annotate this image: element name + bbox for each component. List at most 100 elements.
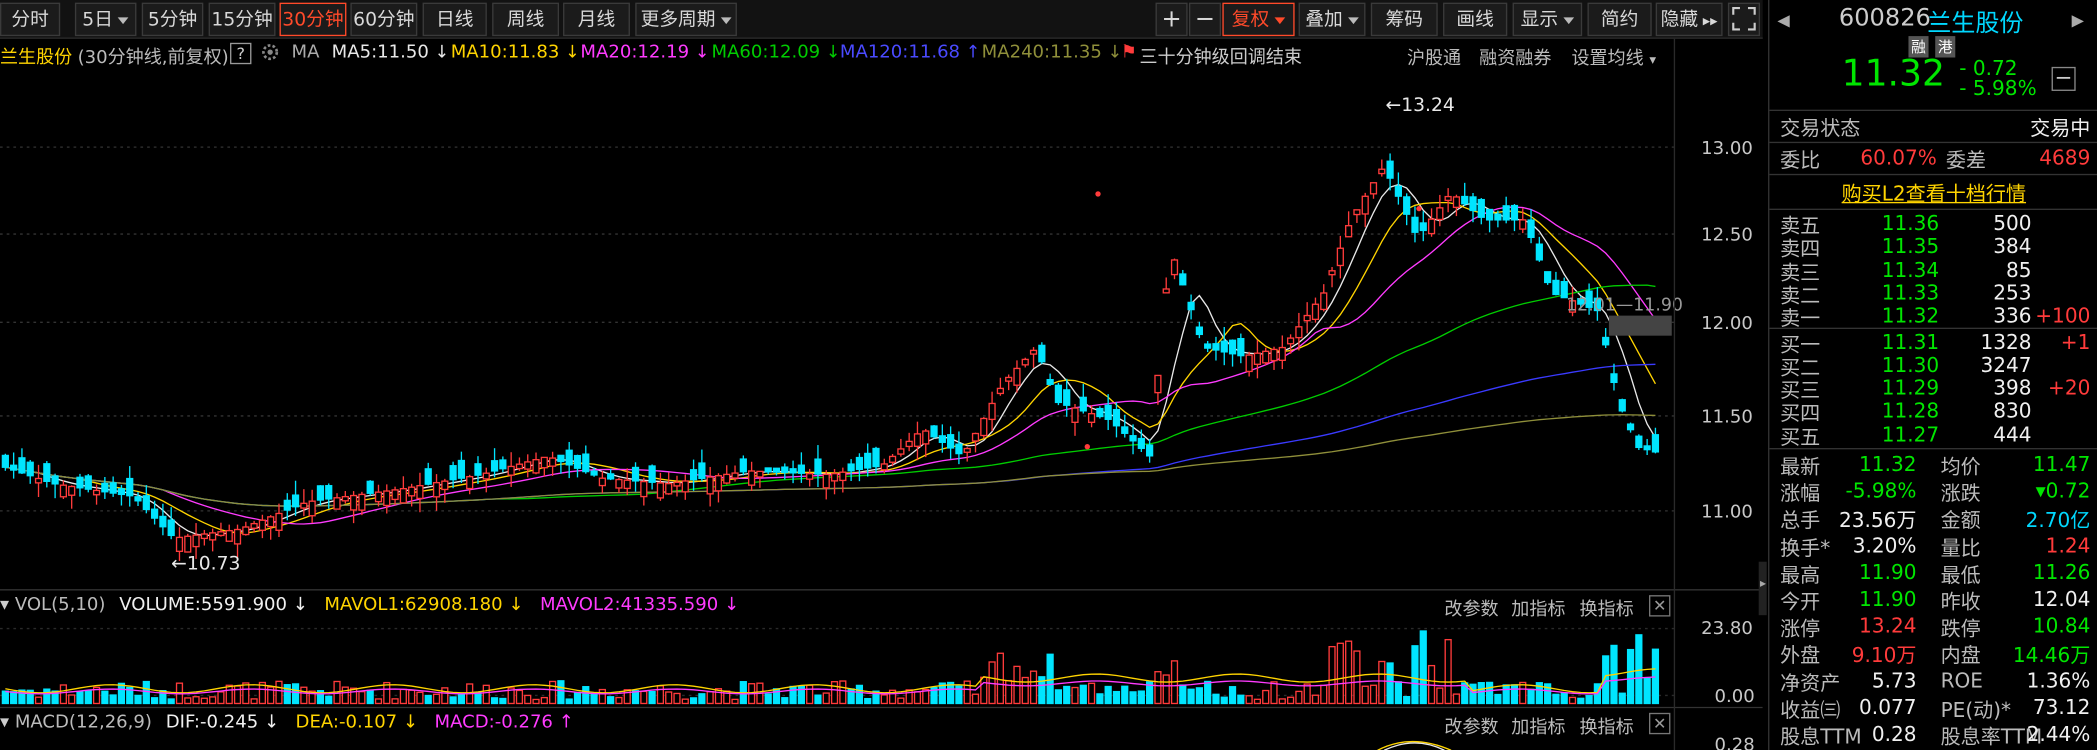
level-volume: 444: [1993, 422, 2032, 447]
macd-switch-indicator-link[interactable]: 换指标: [1579, 716, 1634, 739]
vol-switch-indicator-link[interactable]: 换指标: [1579, 599, 1634, 621]
period-more-button[interactable]: 更多周期: [635, 2, 737, 37]
prev-stock-icon[interactable]: ◀: [1777, 10, 1790, 30]
collapse-arrow-icon[interactable]: ▸: [1760, 577, 1767, 592]
dea-value: DEA:-0.107: [295, 711, 398, 733]
stat-label: 昨收: [1940, 589, 1981, 614]
volume-value: VOLUME:5591.900: [119, 593, 288, 616]
stat-value: 1.36%: [2026, 668, 2091, 693]
level-price: 11.28: [1881, 399, 1940, 424]
display-dropdown[interactable]: 显示: [1512, 2, 1583, 37]
stat-row-10: 收益㈢ 0.077 PE(动)* 73.12: [1769, 695, 2097, 722]
vol-add-indicator-link[interactable]: 加指标: [1511, 599, 1566, 621]
level-price: 11.31: [1881, 329, 1940, 354]
margin-trading-link[interactable]: 融资融券: [1479, 48, 1552, 70]
draw-line-button[interactable]: 画线: [1443, 2, 1508, 37]
ask-row-1[interactable]: 卖五 11.36 500: [1769, 211, 2097, 238]
period-5day-button[interactable]: 5日: [74, 2, 137, 37]
vol-label: VOL(5,10): [14, 593, 106, 616]
pct-change: - 5.98%: [1959, 76, 2037, 101]
stat-value: 1.24: [2045, 533, 2091, 558]
stock-name-label: 兰生股份: [0, 46, 73, 69]
hk-connect-link[interactable]: 沪股通: [1406, 48, 1462, 70]
stat-label: 涨幅: [1780, 481, 1821, 506]
simple-mode-button[interactable]: 简约: [1587, 2, 1652, 37]
level-price: 11.30: [1881, 352, 1940, 377]
period-15min-button[interactable]: 15分钟: [208, 2, 276, 37]
l2-upgrade-link[interactable]: 购买L2查看十档行情: [1841, 181, 2027, 206]
stat-label: 股息TTM: [1780, 724, 1862, 749]
kline-chart[interactable]: 13.00 12.50 12.00 11.50 11.00 ←13.24 ←10…: [0, 0, 1763, 750]
level-change: +20: [2048, 375, 2091, 401]
stat-value: 9.10万: [1851, 643, 1917, 668]
level-volume: 1328: [1980, 329, 2032, 354]
vol-axis-bottom: 0.00: [1715, 686, 1755, 707]
bid-row-4[interactable]: 买四 11.28 830: [1769, 399, 2097, 426]
high-marker: ←13.24: [1386, 95, 1455, 116]
macd-dea-curve: [1377, 741, 1452, 750]
stat-value: 11.90: [1859, 587, 1917, 612]
zoom-in-button[interactable]: +: [1155, 2, 1188, 37]
period-30min-button[interactable]: 30分钟: [279, 2, 347, 37]
fullscreen-icon[interactable]: [1727, 2, 1761, 37]
stat-label: 涨跌: [1940, 481, 1981, 506]
period-month-button[interactable]: 月线: [563, 2, 630, 37]
ask-row-4[interactable]: 卖二 11.33 253: [1769, 281, 2097, 308]
stock-name[interactable]: 兰生股份: [1927, 9, 2024, 38]
macd-collapse-icon[interactable]: ▾: [0, 711, 15, 733]
ask-row-2[interactable]: 卖四 11.35 384: [1769, 234, 2097, 261]
period-fenshi-button[interactable]: 分时: [0, 2, 61, 37]
stat-label: 金额: [1940, 508, 1981, 533]
period-60min-button[interactable]: 60分钟: [350, 2, 418, 37]
help-icon[interactable]: ?: [230, 42, 252, 65]
ma60-value: MA60:12.09 ↓: [711, 41, 841, 63]
vol-change-param-link[interactable]: 改参数: [1444, 599, 1499, 621]
period-day-button[interactable]: 日线: [422, 2, 487, 37]
price-range-text: 12.01—11.90: [1566, 295, 1683, 315]
level-volume: 253: [1993, 280, 2032, 305]
vol-axis-top: 23.80: [1701, 618, 1753, 639]
level-label: 卖二: [1780, 283, 1821, 308]
stat-value: 10.84: [2032, 614, 2091, 639]
set-ma-dropdown[interactable]: 设置均线 ▾: [1571, 43, 1657, 69]
bid-row-3[interactable]: 买三 11.29 398 +20: [1769, 376, 2097, 403]
vol-collapse-icon[interactable]: ▾: [0, 593, 15, 616]
bid-row-2[interactable]: 买二 11.30 3247: [1769, 353, 2097, 380]
ma-legend: 兰生股份 (30分钟线,前复权) ? MA MA5:11.50 ↓ MA10:1…: [0, 41, 1672, 68]
period-week-button[interactable]: 周线: [492, 2, 560, 37]
stat-label: 净资产: [1780, 670, 1841, 695]
panel-collapse-handle[interactable]: [1758, 561, 1767, 616]
bid-row-1[interactable]: 买一 11.31 1328 +1: [1769, 330, 2097, 357]
hide-panel-button[interactable]: 隐藏 ▸▸: [1655, 2, 1723, 37]
macd-change-param-link[interactable]: 改参数: [1444, 716, 1499, 739]
macd-close-icon[interactable]: ✕: [1649, 712, 1671, 735]
level-volume: 85: [2005, 257, 2032, 282]
level-volume: 830: [1993, 399, 2032, 424]
stat-label: 最高: [1780, 562, 1821, 587]
price-tick-1300: 13.00: [1701, 138, 1753, 159]
next-stock-icon[interactable]: ▶: [2071, 10, 2084, 30]
fuquan-dropdown[interactable]: 复权: [1222, 2, 1295, 37]
level-label: 卖三: [1780, 260, 1821, 285]
ask-row-3[interactable]: 卖三 11.34 85: [1769, 258, 2097, 285]
remove-watchlist-icon[interactable]: −: [2051, 66, 2076, 91]
hide-label: 隐藏: [1660, 9, 1699, 31]
vol-close-icon[interactable]: ✕: [1649, 595, 1671, 617]
caret-down-icon: ▾: [1649, 53, 1657, 69]
stat-label: 最低: [1940, 562, 1981, 587]
double-chevron-right-icon: ▸▸: [1698, 12, 1718, 30]
settings-gear-icon[interactable]: [259, 41, 280, 68]
level-price: 11.36: [1881, 211, 1940, 236]
bid-row-5[interactable]: 买五 11.27 444: [1769, 422, 2097, 449]
ask-row-5[interactable]: 卖一 11.32 336 +100: [1769, 304, 2097, 331]
period-5min-button[interactable]: 5分钟: [141, 2, 204, 37]
macd-add-indicator-link[interactable]: 加指标: [1511, 716, 1566, 739]
stat-value: 3.20%: [1852, 533, 1917, 558]
stat-label: 收益㈢: [1780, 697, 1841, 722]
level-price: 11.35: [1881, 234, 1940, 259]
chip-button[interactable]: 筹码: [1370, 2, 1438, 37]
zoom-out-button[interactable]: −: [1188, 2, 1222, 37]
stat-label: 最新: [1780, 454, 1821, 479]
overlay-dropdown[interactable]: 叠加: [1298, 2, 1366, 37]
stat-value: 11.90: [1859, 560, 1917, 585]
